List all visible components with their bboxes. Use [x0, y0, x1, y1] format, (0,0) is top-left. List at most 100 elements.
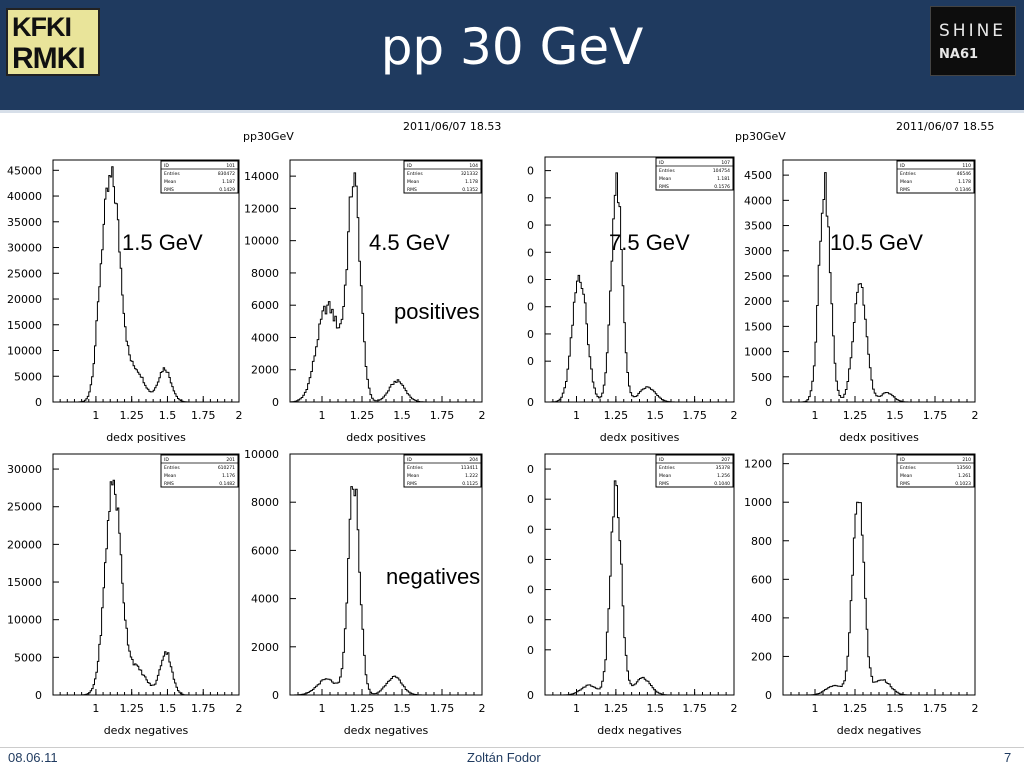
stats-key: RMS [659, 184, 669, 190]
logo-left-line1: KFKI [12, 12, 72, 42]
stats-value: 0.1429 [219, 187, 235, 193]
footer-date: 08.06.11 [8, 750, 58, 765]
y-tick-label: 6000 [251, 544, 279, 557]
y-tick-label: 0 [527, 246, 534, 259]
histogram-curve [545, 172, 734, 403]
y-tick-label: 0 [527, 584, 534, 597]
stats-value: 110 [962, 163, 971, 169]
x-tick-label: 1 [573, 409, 580, 422]
energy-label-1: 1.5 GeV [122, 230, 203, 255]
stats-key: Entries [407, 465, 423, 471]
x-tick-label: 1.5 [393, 409, 411, 422]
x-tick-label: 1 [92, 409, 99, 422]
x-tick-label: 1.25 [119, 409, 144, 422]
y-tick-label: 800 [751, 535, 772, 548]
stats-value: 201 [226, 457, 235, 463]
x-tick-label: 1.25 [350, 702, 375, 715]
stats-key: RMS [407, 187, 417, 193]
footer-divider [0, 747, 1024, 748]
stats-value: 0.1040 [714, 481, 730, 487]
stats-value: 13560 [957, 465, 971, 471]
x-tick-label: 1.25 [604, 702, 629, 715]
y-tick-label: 400 [751, 612, 772, 625]
energy-label-2: 4.5 GeV [369, 230, 450, 255]
y-tick-label: 35000 [7, 216, 42, 229]
y-tick-label: 40000 [7, 190, 42, 203]
histogram-curve [545, 480, 734, 696]
y-tick-label: 0 [35, 689, 42, 702]
y-tick-label: 0 [527, 493, 534, 506]
y-tick-label: 20000 [7, 293, 42, 306]
x-tick-label: 1 [92, 702, 99, 715]
y-tick-label: 0 [527, 328, 534, 341]
stats-key: ID [407, 163, 412, 169]
stats-key: RMS [659, 481, 669, 487]
logo-right-line1: SHINE [939, 21, 1007, 41]
stats-value: 207 [721, 457, 730, 463]
plot-area: pp30GeV 2011/06/07 18.53 pp30GeV 2011/06… [0, 113, 1024, 745]
stats-value: 1.178 [465, 179, 478, 185]
stats-key: RMS [407, 481, 417, 487]
canvas-timestamp-left: 2011/06/07 18.53 [403, 120, 501, 133]
y-tick-label: 1500 [744, 320, 772, 333]
x-axis-label: dedx positives [839, 431, 919, 444]
stats-key: Mean [900, 473, 912, 479]
histogram-frame [544, 156, 735, 403]
stats-value: 210 [962, 457, 971, 463]
x-tick-label: 1.75 [923, 409, 948, 422]
x-tick-label: 1 [812, 409, 819, 422]
x-axis-label: dedx positives [106, 431, 186, 444]
logo-right-line2: NA61 [939, 47, 979, 62]
stats-box [160, 454, 239, 488]
x-axis-label: dedx negatives [344, 724, 429, 737]
kfki-rmki-logo: KFKI RMKI [6, 8, 100, 76]
y-tick-label: 1000 [744, 496, 772, 509]
stats-box [160, 160, 239, 194]
slide-title: pp 30 GeV [380, 18, 644, 76]
stats-key: Mean [164, 179, 176, 185]
y-tick-label: 20000 [7, 538, 42, 551]
y-tick-label: 10000 [244, 448, 279, 461]
histogram-curve [290, 486, 482, 696]
stats-key: RMS [164, 481, 174, 487]
stats-box [896, 160, 975, 194]
x-tick-label: 2 [236, 702, 243, 715]
x-tick-label: 1 [319, 702, 326, 715]
y-tick-label: 0 [527, 301, 534, 314]
y-tick-label: 2000 [744, 295, 772, 308]
stats-box [655, 454, 734, 488]
y-tick-label: 0 [527, 274, 534, 287]
header-divider [0, 110, 1024, 113]
stats-key: Entries [659, 465, 675, 471]
y-tick-label: 15000 [7, 319, 42, 332]
x-axis-label: dedx negatives [104, 724, 189, 737]
x-tick-label: 1.25 [843, 702, 868, 715]
x-tick-label: 1.75 [682, 409, 707, 422]
x-tick-label: 1 [319, 409, 326, 422]
stats-key: ID [164, 457, 169, 463]
y-tick-label: 0 [527, 689, 534, 702]
y-tick-label: 5000 [14, 651, 42, 664]
stats-value: 1.176 [222, 473, 235, 479]
stats-value: 1.181 [717, 176, 730, 182]
y-tick-label: 2000 [251, 641, 279, 654]
y-tick-label: 15000 [7, 576, 42, 589]
y-tick-label: 500 [751, 371, 772, 384]
x-axis-label: dedx positives [346, 431, 426, 444]
stats-key: Entries [407, 171, 423, 177]
x-tick-label: 2 [479, 409, 486, 422]
histogram-frame [52, 453, 240, 696]
y-tick-label: 4000 [251, 593, 279, 606]
x-tick-label: 2 [236, 409, 243, 422]
x-tick-label: 1.5 [886, 702, 904, 715]
y-tick-label: 1000 [744, 346, 772, 359]
histogram-curve [783, 501, 975, 696]
y-tick-label: 8000 [251, 496, 279, 509]
x-tick-label: 2 [479, 702, 486, 715]
stats-value: 107 [721, 160, 730, 166]
stats-key: Entries [659, 168, 675, 174]
histogram-curve [289, 172, 482, 403]
stats-key: ID [659, 457, 664, 463]
stats-value: 0.1125 [462, 481, 478, 487]
stats-value: 321332 [461, 171, 478, 177]
